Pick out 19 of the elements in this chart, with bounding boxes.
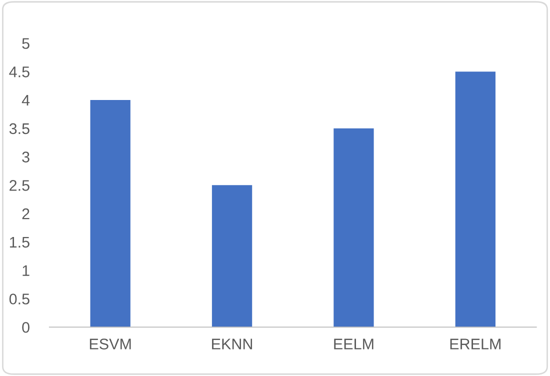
x-tick-label: EKNN (212, 338, 252, 350)
bar (212, 185, 252, 328)
y-tick-label: 4 (22, 95, 30, 106)
y-tick-label: 5 (22, 38, 30, 49)
x-tick-label: ESVM (90, 338, 131, 350)
bar (334, 128, 374, 328)
y-tick-label: 3 (22, 152, 30, 162)
y-tick-label: 3.5 (9, 123, 30, 134)
y-tick-label: 1.5 (10, 236, 30, 248)
bar (90, 100, 130, 328)
y-tick-label: 1 (22, 265, 30, 276)
y-tick-label: 4.5 (9, 66, 30, 78)
y-tick-label: 2.5 (10, 180, 30, 191)
y-tick-label: 0 (22, 322, 30, 333)
y-tick-label: 2 (22, 208, 30, 220)
x-tick-label: EELM (334, 338, 374, 350)
bar (455, 72, 496, 328)
x-tick-label: ERELM (450, 338, 500, 350)
y-tick-label: 0.5 (9, 294, 30, 304)
